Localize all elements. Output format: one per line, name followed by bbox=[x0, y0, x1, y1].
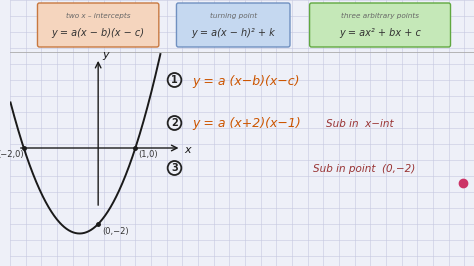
Text: (1,0): (1,0) bbox=[138, 150, 158, 159]
Text: y: y bbox=[102, 50, 109, 60]
FancyBboxPatch shape bbox=[37, 3, 159, 47]
Text: (0,−2): (0,−2) bbox=[102, 227, 129, 236]
Text: y = a (x+2)(x−1): y = a (x+2)(x−1) bbox=[192, 118, 301, 131]
Text: y = ax² + bx + c: y = ax² + bx + c bbox=[339, 28, 421, 38]
Text: y = a(x − b)(x − c): y = a(x − b)(x − c) bbox=[52, 28, 145, 38]
Text: (−2,0): (−2,0) bbox=[0, 150, 24, 159]
Text: 3: 3 bbox=[171, 163, 178, 173]
FancyBboxPatch shape bbox=[310, 3, 450, 47]
FancyBboxPatch shape bbox=[176, 3, 290, 47]
Text: y = a (x−b)(x−c): y = a (x−b)(x−c) bbox=[192, 74, 300, 88]
Text: two x – intercepts: two x – intercepts bbox=[66, 13, 130, 19]
Text: 2: 2 bbox=[171, 118, 178, 128]
Text: three arbitrary points: three arbitrary points bbox=[341, 13, 419, 19]
Text: 1: 1 bbox=[171, 75, 178, 85]
Text: turning point: turning point bbox=[210, 13, 257, 19]
Text: Sub in point  (0,−2): Sub in point (0,−2) bbox=[313, 164, 416, 174]
Text: Sub in  x−int: Sub in x−int bbox=[326, 119, 394, 129]
Text: y = a(x − h)² + k: y = a(x − h)² + k bbox=[191, 28, 275, 38]
Text: x: x bbox=[184, 145, 191, 155]
